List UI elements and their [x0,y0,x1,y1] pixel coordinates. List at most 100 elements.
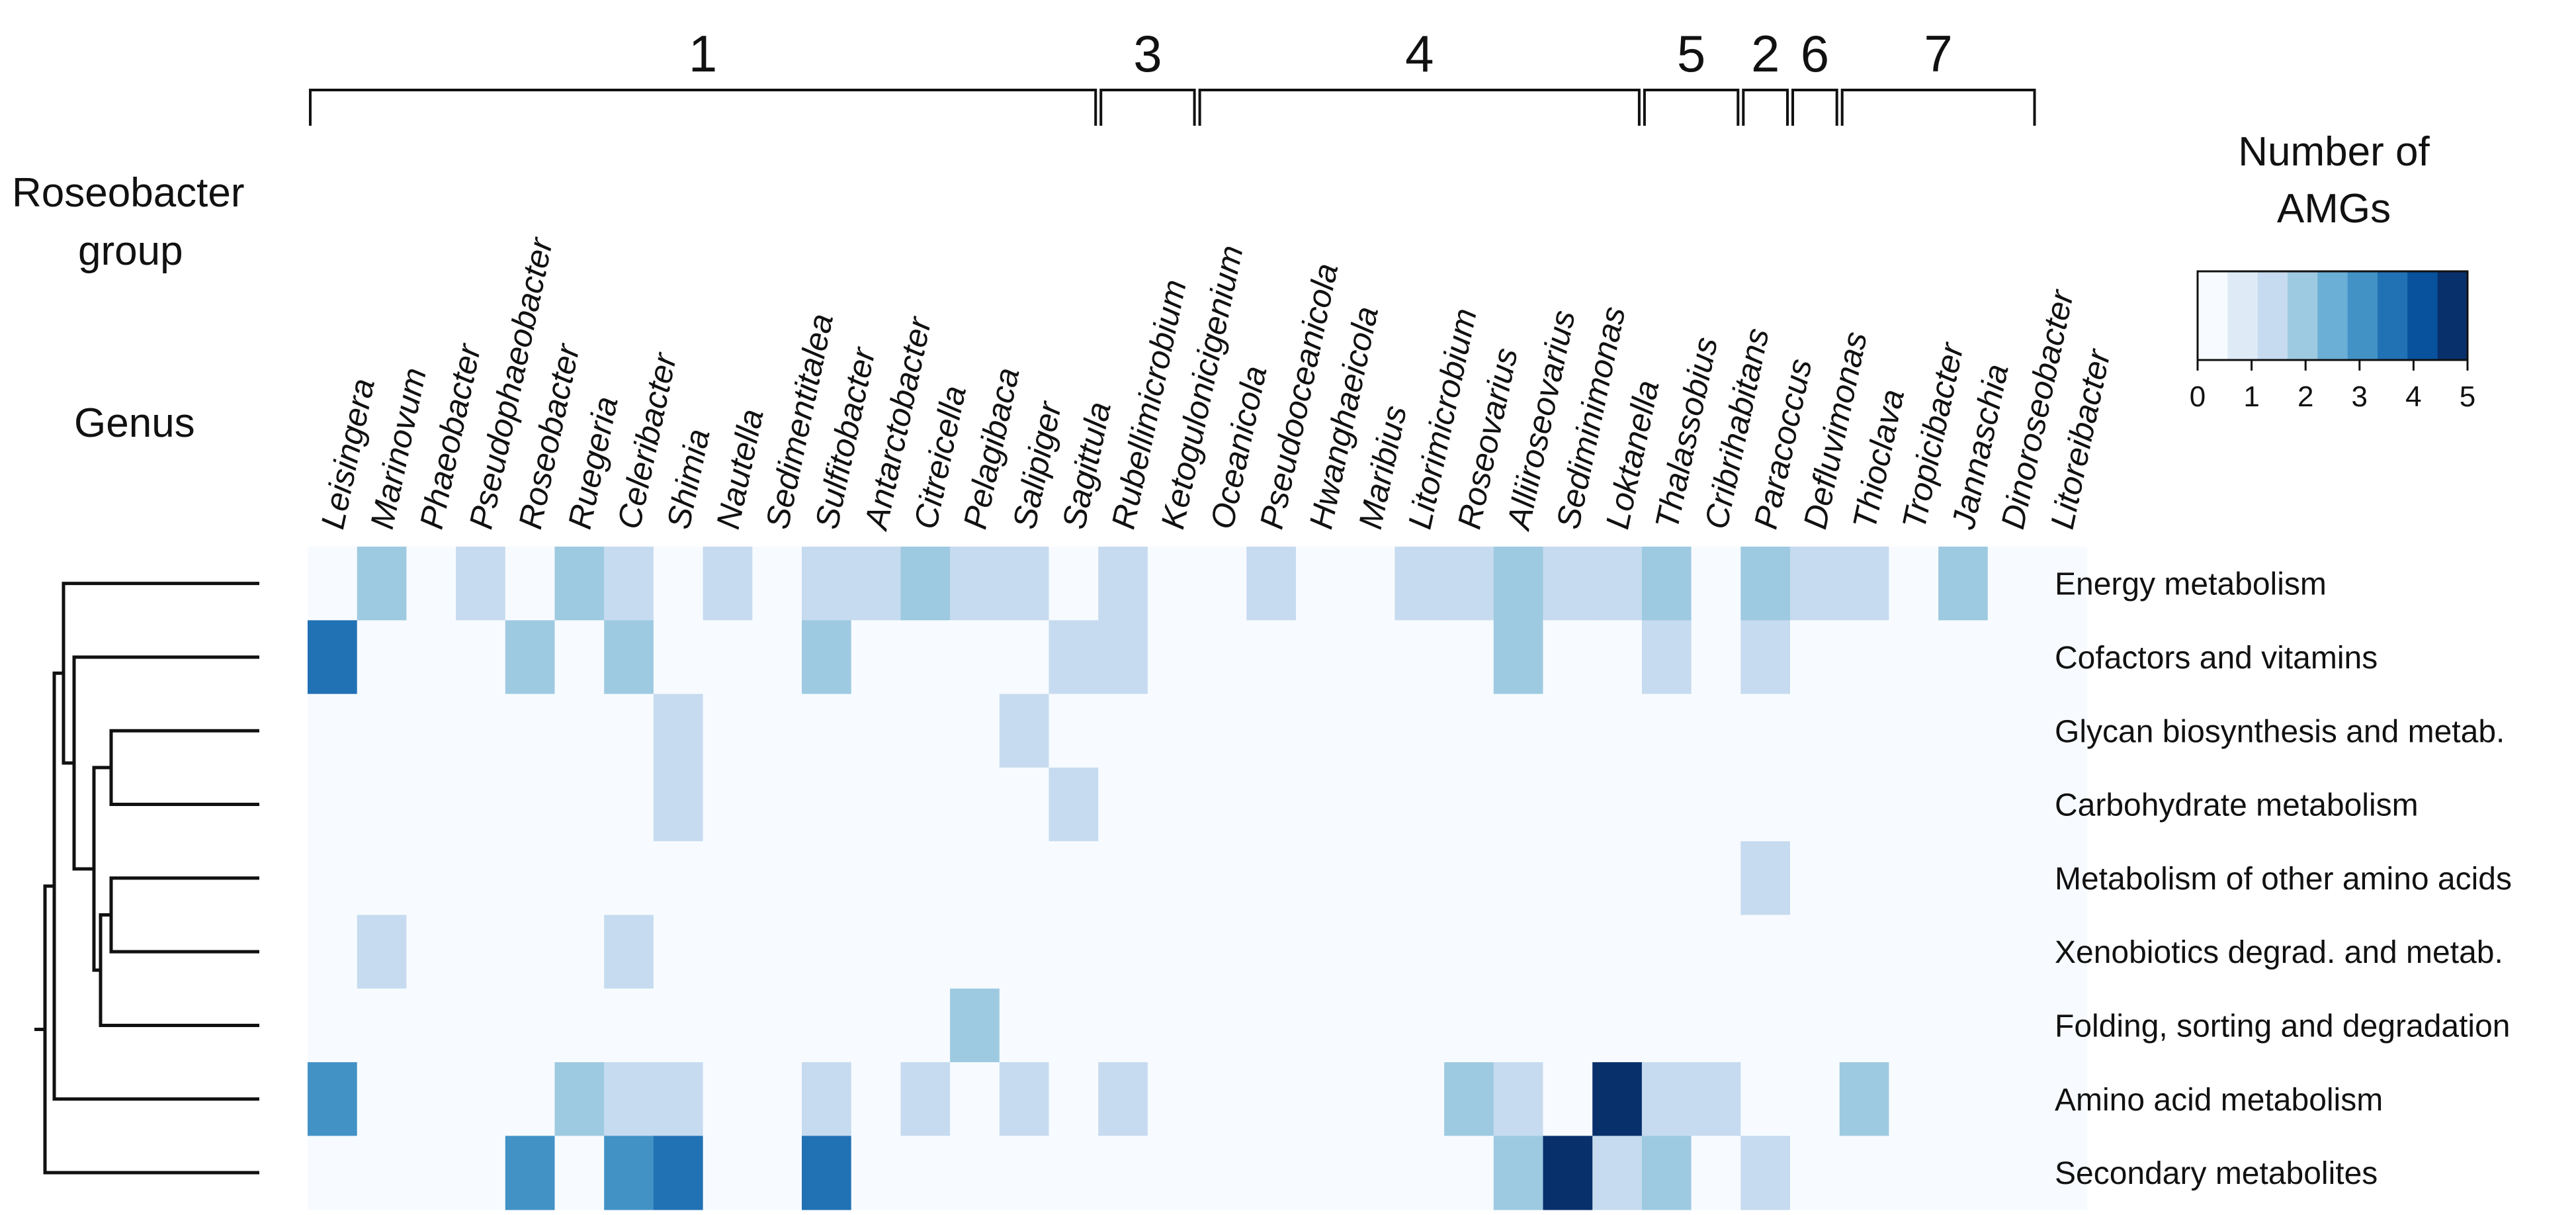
cell-amino-acid-metabolism-litorimicrobium [1395,1062,1445,1137]
cell-glycan-biosynthesis-and-metab-marinovum [357,694,408,768]
row-label-energy-metabolism: Energy metabolism [2055,567,2327,602]
cell-glycan-biosynthesis-and-metab-phaeobacter [406,694,456,768]
cell-glycan-biosynthesis-and-metab-hwanghaeicola [1296,694,1346,768]
cell-energy-metabolism-loktanella [1592,547,1643,621]
cell-carbohydrate-metabolism-defluvimonas [1790,767,1840,842]
cell-amino-acid-metabolism-ketogulonicigenium [1147,1062,1198,1137]
cell-cofactors-and-vitamins-roseovarius [1444,620,1494,695]
cell-amino-acid-metabolism-leisingera [308,1062,358,1137]
legend-swatch-2 [2257,271,2288,360]
cell-carbohydrate-metabolism-shimia [653,767,704,842]
cell-xenobiotics-degrad-and-metab-litoreibacter [2037,915,2087,989]
cell-secondary-metabolites-rubellimicrobium [1098,1136,1148,1210]
group-bracket-2 [1742,89,1789,126]
cell-metabolism-of-other-amino-acids-thioclava [1839,841,1890,916]
cell-folding-sorting-and-degradation-litorimicrobium [1395,988,1445,1063]
cell-amino-acid-metabolism-thioclava [1839,1062,1890,1137]
cell-amino-acid-metabolism-ruegeria [554,1062,605,1137]
cell-secondary-metabolites-alliiroseovarius [1493,1136,1544,1210]
cell-energy-metabolism-celeribacter [604,547,654,621]
cell-folding-sorting-and-degradation-phaeobacter [406,988,456,1063]
cell-glycan-biosynthesis-and-metab-salipiger [999,694,1050,768]
legend-frame [2196,270,2469,361]
cell-amino-acid-metabolism-shimia [653,1062,704,1137]
cell-amino-acid-metabolism-maribius [1345,1062,1396,1137]
cell-cofactors-and-vitamins-antarctobacter [851,620,902,695]
cell-folding-sorting-and-degradation-defluvimonas [1790,988,1840,1063]
cell-xenobiotics-degrad-and-metab-antarctobacter [851,915,902,989]
cell-carbohydrate-metabolism-rubellimicrobium [1098,767,1148,842]
cell-folding-sorting-and-degradation-sedimentitalea [752,988,802,1063]
cell-cofactors-and-vitamins-pseudophaeobacter [456,620,506,695]
cell-glycan-biosynthesis-and-metab-roseobacter [505,694,556,768]
cell-cofactors-and-vitamins-nautella [703,620,753,695]
cell-xenobiotics-degrad-and-metab-litorimicrobium [1395,915,1445,989]
row-label-folding-sorting-and-degradation: Folding, sorting and degradation [2055,1009,2510,1044]
group-number-7: 7 [1924,24,1952,83]
cell-xenobiotics-degrad-and-metab-paracoccus [1740,915,1791,989]
cell-secondary-metabolites-ketogulonicigenium [1147,1136,1198,1210]
cell-carbohydrate-metabolism-citreicella [900,767,951,842]
cell-metabolism-of-other-amino-acids-oceanicola [1197,841,1248,916]
group-number-5: 5 [1677,24,1705,83]
legend-tick-label-1: 1 [2243,381,2259,413]
cell-amino-acid-metabolism-defluvimonas [1790,1062,1840,1137]
cell-xenobiotics-degrad-and-metab-sulfitobacter [802,915,852,989]
cell-glycan-biosynthesis-and-metab-ruegeria [554,694,605,768]
cell-secondary-metabolites-antarctobacter [851,1136,902,1210]
cell-folding-sorting-and-degradation-sagittula [1049,988,1099,1063]
cell-folding-sorting-and-degradation-roseobacter [505,988,556,1063]
cell-folding-sorting-and-degradation-thalassobius [1641,988,1692,1063]
cell-carbohydrate-metabolism-jannaschia [1938,767,1989,842]
cell-carbohydrate-metabolism-tropicibacter [1889,767,1939,842]
cell-carbohydrate-metabolism-roseovarius [1444,767,1494,842]
cell-secondary-metabolites-litoreibacter [2037,1136,2087,1210]
cell-folding-sorting-and-degradation-citreicella [900,988,951,1063]
cell-amino-acid-metabolism-roseovarius [1444,1062,1494,1137]
cell-secondary-metabolites-thioclava [1839,1136,1890,1210]
heatmap-cells [308,547,2087,1210]
cell-folding-sorting-and-degradation-leisingera [308,988,358,1063]
row-label-glycan-biosynthesis-and-metab: Glycan biosynthesis and metab. [2055,714,2505,749]
cell-energy-metabolism-maribius [1345,547,1396,621]
cell-cofactors-and-vitamins-pseudooceanicola [1246,620,1297,695]
cell-secondary-metabolites-thalassobius [1641,1136,1692,1210]
cell-xenobiotics-degrad-and-metab-cribrihabitans [1691,915,1742,989]
cell-glycan-biosynthesis-and-metab-defluvimonas [1790,694,1840,768]
cell-glycan-biosynthesis-and-metab-sediminimonas [1543,694,1593,768]
cell-xenobiotics-degrad-and-metab-pseudooceanicola [1246,915,1297,989]
cell-folding-sorting-and-degradation-ketogulonicigenium [1147,988,1198,1063]
cell-secondary-metabolites-loktanella [1592,1136,1643,1210]
cell-glycan-biosynthesis-and-metab-loktanella [1592,694,1643,768]
cell-amino-acid-metabolism-paracoccus [1740,1062,1791,1137]
row-label-carbohydrate-metabolism: Carbohydrate metabolism [2055,788,2419,823]
cell-glycan-biosynthesis-and-metab-cribrihabitans [1691,694,1742,768]
cell-amino-acid-metabolism-thalassobius [1641,1062,1692,1137]
group-number-3: 3 [1133,24,1162,83]
cell-metabolism-of-other-amino-acids-litoreibacter [2037,841,2087,916]
cell-energy-metabolism-alliiroseovarius [1493,547,1544,621]
cell-metabolism-of-other-amino-acids-roseovarius [1444,841,1494,916]
cell-glycan-biosynthesis-and-metab-tropicibacter [1889,694,1939,768]
group-number-1: 1 [689,24,717,83]
cell-energy-metabolism-salipiger [999,547,1050,621]
cell-glycan-biosynthesis-and-metab-celeribacter [604,694,654,768]
legend-tick-label-3: 3 [2352,381,2368,413]
cell-carbohydrate-metabolism-thioclava [1839,767,1890,842]
cell-secondary-metabolites-maribius [1345,1136,1396,1210]
cell-glycan-biosynthesis-and-metab-ketogulonicigenium [1147,694,1198,768]
cell-amino-acid-metabolism-sagittula [1049,1062,1099,1137]
cell-carbohydrate-metabolism-oceanicola [1197,767,1248,842]
dendro-branch-energy [62,582,259,765]
cell-glycan-biosynthesis-and-metab-pseudooceanicola [1246,694,1297,768]
row-label-secondary-metabolites: Secondary metabolites [2055,1156,2378,1191]
cell-carbohydrate-metabolism-paracoccus [1740,767,1791,842]
cell-folding-sorting-and-degradation-pseudophaeobacter [456,988,506,1063]
cell-energy-metabolism-pelagibaca [950,547,1000,621]
cell-cofactors-and-vitamins-paracoccus [1740,620,1791,695]
cell-cofactors-and-vitamins-sulfitobacter [802,620,852,695]
cell-metabolism-of-other-amino-acids-roseobacter [505,841,556,916]
cell-xenobiotics-degrad-and-metab-roseovarius [1444,915,1494,989]
cell-secondary-metabolites-celeribacter [604,1136,654,1210]
